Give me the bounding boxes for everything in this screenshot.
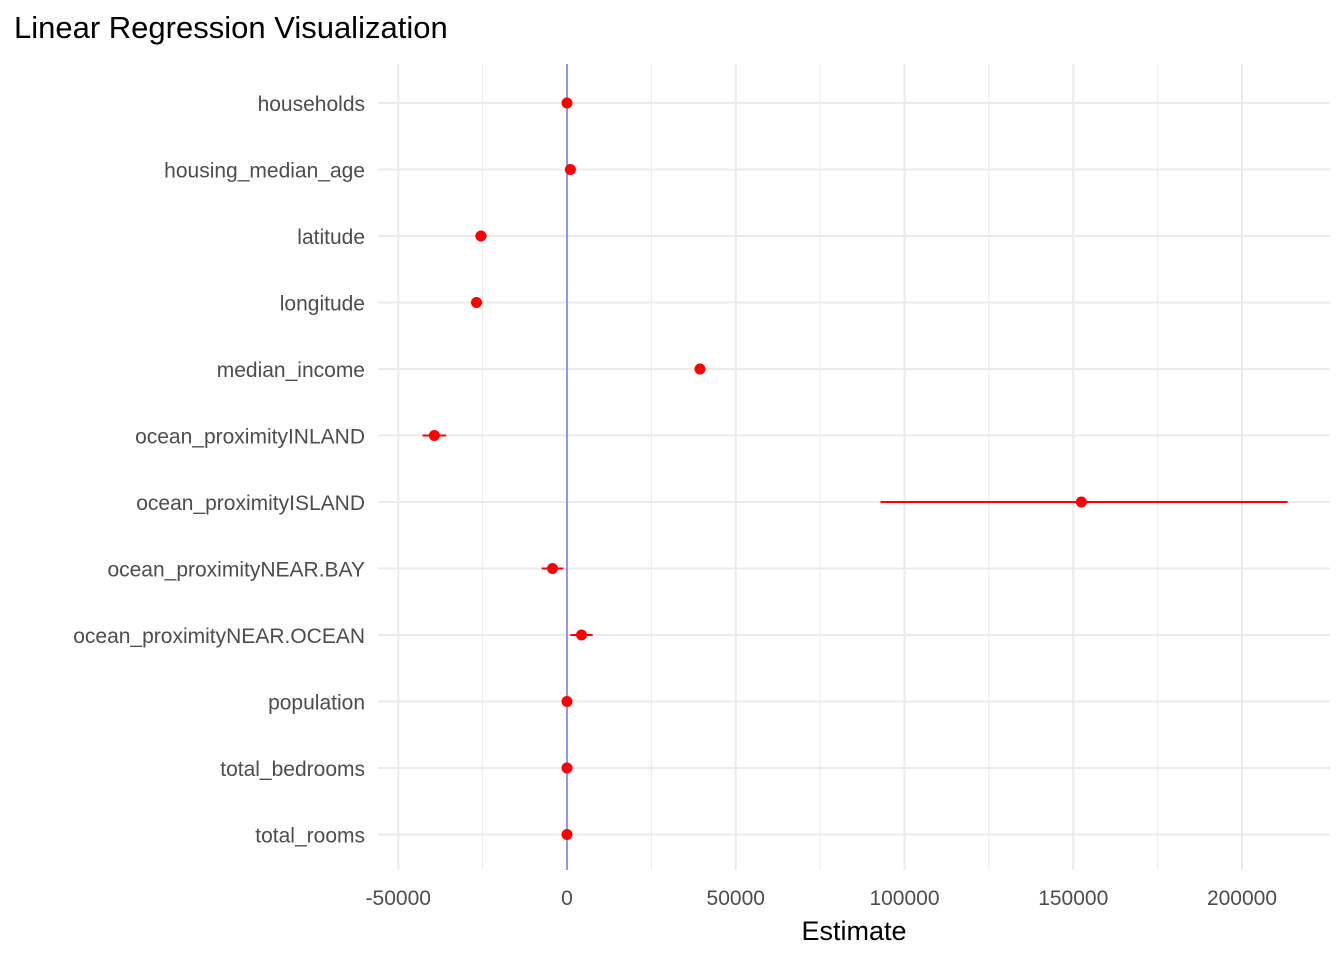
point-ocean_proximityINLAND	[428, 430, 440, 441]
y-tick-labels: households housing_median_age latitude long…	[73, 93, 365, 848]
y-label-longitude: longitude	[280, 293, 365, 316]
x-tick-label: 0	[561, 887, 573, 910]
grid-lines	[378, 64, 1330, 870]
y-label-ocean_proximityNEAR.OCEAN: ocean_proximityNEAR.OCEAN	[73, 625, 365, 648]
y-label-population: population	[268, 692, 365, 715]
point-latitude	[475, 230, 487, 242]
y-label-total_bedrooms: total_bedrooms	[220, 758, 365, 781]
point-ocean_proximityNEAR.BAY	[546, 563, 558, 574]
x-tick-labels: -50000 0 50000 100000 150000 200000	[366, 887, 1277, 910]
y-label-households: households	[258, 93, 365, 116]
y-label-total_rooms: total_rooms	[255, 825, 365, 848]
point-population	[561, 696, 573, 707]
point-households	[561, 97, 573, 109]
y-label-ocean_proximityNEAR.BAY: ocean_proximityNEAR.BAY	[107, 559, 365, 582]
x-tick-label: -50000	[366, 887, 431, 910]
x-tick-label: 50000	[707, 887, 765, 910]
point-housing_median_age	[564, 164, 576, 175]
estimate-points	[428, 97, 1087, 840]
x-tick-label: 100000	[869, 887, 939, 910]
point-longitude	[471, 297, 483, 308]
y-label-ocean_proximityINLAND: ocean_proximityINLAND	[135, 426, 365, 449]
y-label-median_income: median_income	[217, 359, 365, 382]
x-tick-label: 150000	[1038, 887, 1108, 910]
point-ocean_proximityISLAND	[1075, 496, 1087, 508]
point-median_income	[694, 363, 706, 375]
y-label-latitude: latitude	[297, 226, 365, 249]
x-axis-label: Estimate	[801, 916, 906, 946]
y-label-housing_median_age: housing_median_age	[164, 160, 365, 183]
x-tick-label: 200000	[1207, 887, 1277, 910]
y-label-ocean_proximityISLAND: ocean_proximityISLAND	[136, 492, 365, 515]
chart-title: Linear Regression Visualization	[14, 10, 448, 45]
point-total_bedrooms	[561, 762, 573, 774]
point-ocean_proximityNEAR.OCEAN	[576, 629, 588, 641]
point-total_rooms	[561, 829, 573, 840]
